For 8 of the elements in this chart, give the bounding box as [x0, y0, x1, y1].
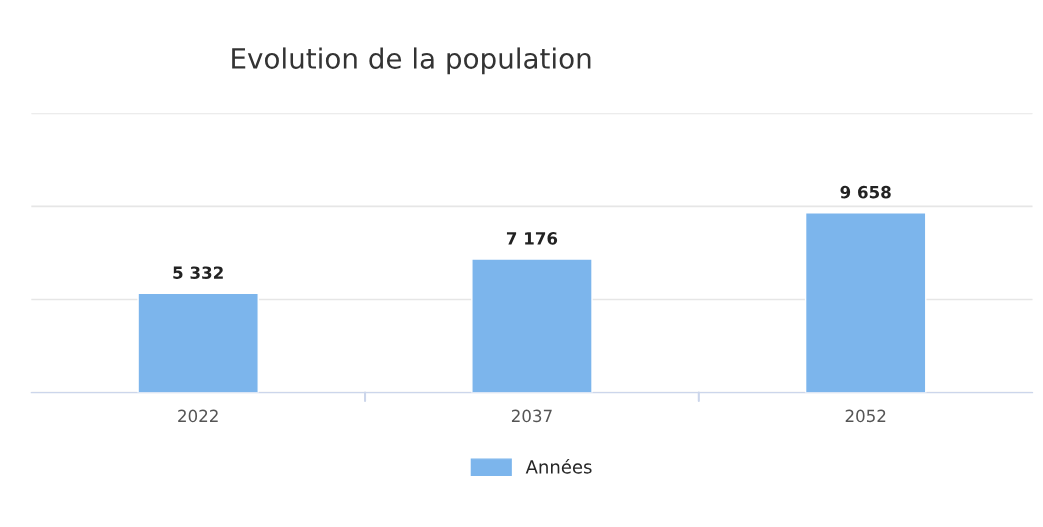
data-label: 5 332 — [173, 266, 223, 279]
chart-title: Evolution de la population — [232, 47, 591, 75]
data-label: 7 176 — [506, 232, 558, 245]
x-tick-label: 2052 — [845, 409, 886, 423]
legend-label: Années — [525, 458, 592, 474]
x-tick-label: 2022 — [178, 409, 218, 423]
data-label: 9 658 — [840, 185, 891, 199]
x-tick-label: 2037 — [511, 409, 552, 423]
